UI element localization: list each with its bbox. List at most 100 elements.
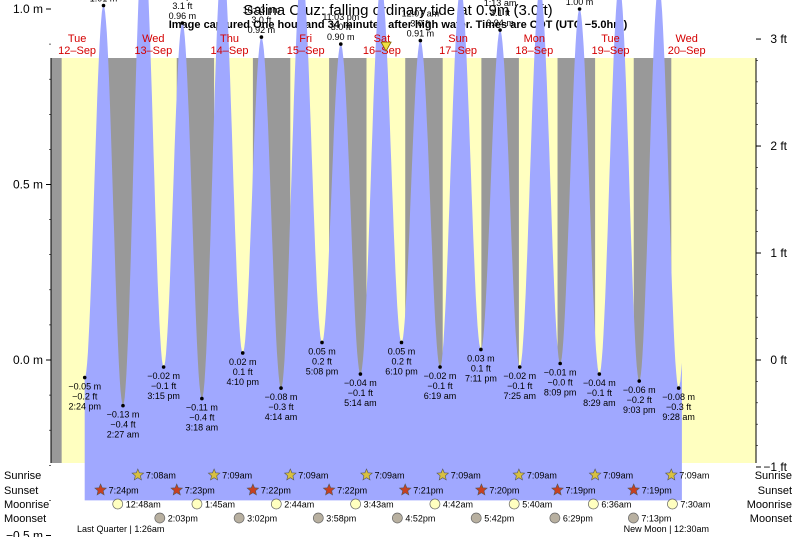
moonset-icon [233,512,245,524]
tide-point [438,365,442,369]
tide-label: 5:14 am [344,398,377,408]
tide-label: 0.92 m [248,25,276,35]
sunrise-time: 7:09am [679,471,709,481]
tide-label: 11:03 pm [322,12,359,22]
moonrise-icon [508,498,520,510]
tide-point [597,372,602,376]
chart-title: Salina Cruz: falling ordinary tide at 0.… [243,2,552,19]
tide-label: −0.2 ft [72,392,98,402]
tide-point [637,379,642,383]
tide-label: −0.3 ft [268,402,294,412]
tide-point [399,340,404,345]
sunrise-icon [283,468,297,481]
tide-area [84,0,682,501]
tide-label: −0.1 ft [427,381,453,391]
tide-label: 1:13 am [484,0,517,8]
sunrise-row-label-right: Sunrise [755,470,792,482]
tide-label: −0.3 ft [666,402,692,412]
sunset-row-label-right: Sunset [758,485,792,497]
tide-label: 0.90 m [327,32,355,42]
tide-label: −0.1 ft [507,381,533,391]
tide-label: 0.03 m [467,353,495,363]
tide-label: −0.02 m [424,371,457,381]
tide-label: 0.2 ft [312,356,333,366]
moonrise-icon [270,498,282,510]
sunrise-time: 7:08am [146,471,176,481]
y-tick-label-ft: 2 ft [770,139,787,153]
y-tick-label-ft: 1 ft [770,246,787,260]
tide-label: −0.02 m [503,371,536,381]
tide-label: −0.4 ft [189,413,215,423]
day-date: 13–Sep [134,45,172,57]
moonset-time: 7:13pm [641,514,671,524]
day-date: 16–Sep [363,45,401,57]
tide-point [161,365,166,369]
sunset-time: 7:21pm [413,486,443,496]
sunset-icon [474,483,488,496]
moonrise-time: 1:45am [205,500,235,510]
tide-label: −0.01 m [544,368,577,378]
moonrise-time: 4:42am [443,500,473,510]
moonrise-row-label-left: Moonrise [4,499,49,511]
tide-label: −0.1 ft [348,388,374,398]
day-date: 20–Sep [668,45,706,57]
tide-label: −0.05 m [68,382,101,392]
moonset-icon [628,512,639,524]
tide-label: 0.1 ft [233,367,254,377]
tide-point [676,386,681,390]
sunset-icon [94,483,108,496]
sunrise-icon [436,468,450,481]
moonset-icon [392,512,403,524]
sunset-time: 7:22pm [261,486,291,496]
tide-point [418,38,423,43]
day-date: 18–Sep [515,45,553,57]
moonrise-time: 5:40am [522,500,552,510]
tide-label: −0.06 m [623,385,656,395]
tide-label: −0.4 ft [110,420,136,430]
tide-point [200,396,204,401]
moonrise-icon [350,498,361,510]
sunset-time: 7:19pm [566,486,596,496]
sunrise-time: 7:09am [222,471,252,481]
day-date: 12–Sep [58,45,96,57]
tide-point [82,375,87,380]
tide-label: 7:25 am [503,391,536,401]
tide-label: 7:11 pm [465,373,497,383]
sunrise-icon [131,468,145,481]
sunset-icon [170,483,184,496]
sunrise-icon [512,468,526,481]
tide-label: 0.2 ft [391,356,412,366]
tide-label: 3.0 ft [410,19,431,29]
moonset-icon [549,512,561,524]
sunrise-icon [588,468,602,481]
tide-point [240,351,245,355]
tide-label: −0.04 m [344,378,377,388]
y-tick-label-ft: −1 ft [763,460,787,474]
moonrise-icon [112,498,124,510]
sunrise-row-label-left: Sunrise [4,470,41,482]
sunset-time: 7:22pm [337,486,367,496]
tide-label: 12:07 am [402,9,440,19]
moonrise-icon [667,498,678,510]
day-date: 19–Sep [592,45,630,57]
tide-point [121,403,125,408]
day-name: Wed [142,33,164,45]
moonset-time: 3:02pm [247,514,277,524]
tide-point [558,361,562,366]
moonset-time: 4:52pm [405,514,435,524]
tide-label: 3.0 ft [331,22,352,32]
tide-label: 1.00 m [566,0,594,7]
day-name: Wed [675,33,697,45]
day-name: Fri [299,33,312,45]
y-tick-label-m: 0.0 m [13,353,43,367]
tide-point [498,28,502,32]
tide-point [259,35,264,39]
moon-phase-label: New Moon | 12:30am [624,524,709,534]
tide-label: 8:29 am [583,398,616,408]
moonrise-icon [191,498,203,510]
tide-label: 9:09 pm [166,0,199,1]
tide-events: −0.05 m−0.2 ft2:24 pm8:19 pm3.3 ft1.01 m… [68,0,695,440]
tide-point [358,372,363,376]
day-name: Mon [524,33,545,45]
